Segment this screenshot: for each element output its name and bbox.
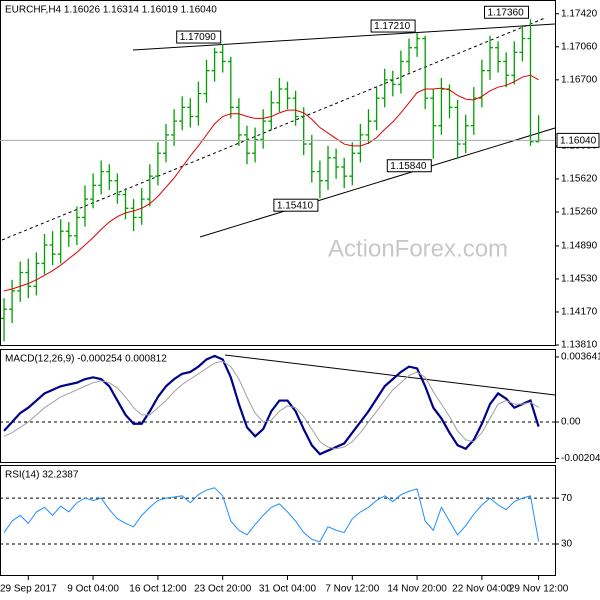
annotation-box: [176, 30, 222, 44]
rsi-panel: [0, 465, 556, 576]
y-tick-label: 0.00: [561, 417, 581, 428]
last-price-box: [556, 132, 600, 148]
trend-line: [199, 127, 556, 238]
price-panel: [0, 0, 556, 346]
x-tick-label: 29 Nov 12:00: [509, 584, 569, 595]
annotation-label: 1.15410: [277, 200, 314, 211]
rsi-title: RSI(14) 32.2387: [5, 470, 79, 481]
moving-average: [3, 74, 539, 292]
y-tick-label: -0.00204: [561, 453, 600, 464]
x-tick-label: 29 Sep 2017: [0, 584, 57, 595]
x-tick-label: 23 Oct 20:00: [194, 584, 252, 595]
y-tick-label: 1.14530: [561, 274, 598, 285]
y-tick-label: 1.16700: [561, 74, 598, 85]
y-tick-label: 1.14170: [561, 307, 598, 318]
macd-title: MACD(12,26,9) -0.000254 0.000812: [5, 354, 167, 365]
annotation-label: 1.17090: [180, 32, 217, 43]
x-tick-label: 14 Nov 20:00: [387, 584, 447, 595]
y-tick-label: 1.15260: [561, 207, 598, 218]
annotation-label: 1.15840: [390, 161, 427, 172]
watermark: ActionForex.com: [328, 235, 508, 262]
indicator-line: [3, 360, 539, 450]
x-tick-label: 16 Oct 12:00: [129, 584, 187, 595]
y-tick-label: 0.003641: [561, 352, 600, 363]
annotation-label: 1.17360: [488, 7, 525, 18]
y-tick-label: 1.14890: [561, 241, 598, 252]
indicator-line: [3, 487, 540, 543]
y-tick-label: 70: [561, 493, 573, 504]
last-price-label: 1.16040: [560, 136, 597, 147]
annotation-box: [370, 19, 416, 33]
y-tick-label: 1.17420: [561, 8, 598, 19]
macd-trend-line: [224, 354, 556, 396]
y-tick-label: 1.17060: [561, 41, 598, 52]
x-tick-label: 7 Nov 12:00: [325, 584, 379, 595]
y-tick-label: 1.13810: [561, 340, 598, 351]
x-tick-label: 9 Oct 04:00: [67, 584, 119, 595]
annotation-label: 1.17210: [374, 21, 411, 32]
x-tick-label: 22 Nov 04:00: [452, 584, 512, 595]
indicator-line: [3, 354, 540, 456]
y-tick-label: 1.15620: [561, 174, 598, 185]
y-tick-label: 30: [561, 539, 573, 550]
annotation-box: [484, 5, 529, 19]
price-title: EURCHF,H4 1.16026 1.16314 1.16019 1.1604…: [5, 5, 217, 16]
macd-panel: [0, 349, 556, 463]
trend-line: [132, 23, 556, 51]
x-tick-label: 31 Oct 04:00: [259, 584, 317, 595]
annotation-box: [386, 159, 432, 173]
annotation-box: [273, 198, 319, 212]
